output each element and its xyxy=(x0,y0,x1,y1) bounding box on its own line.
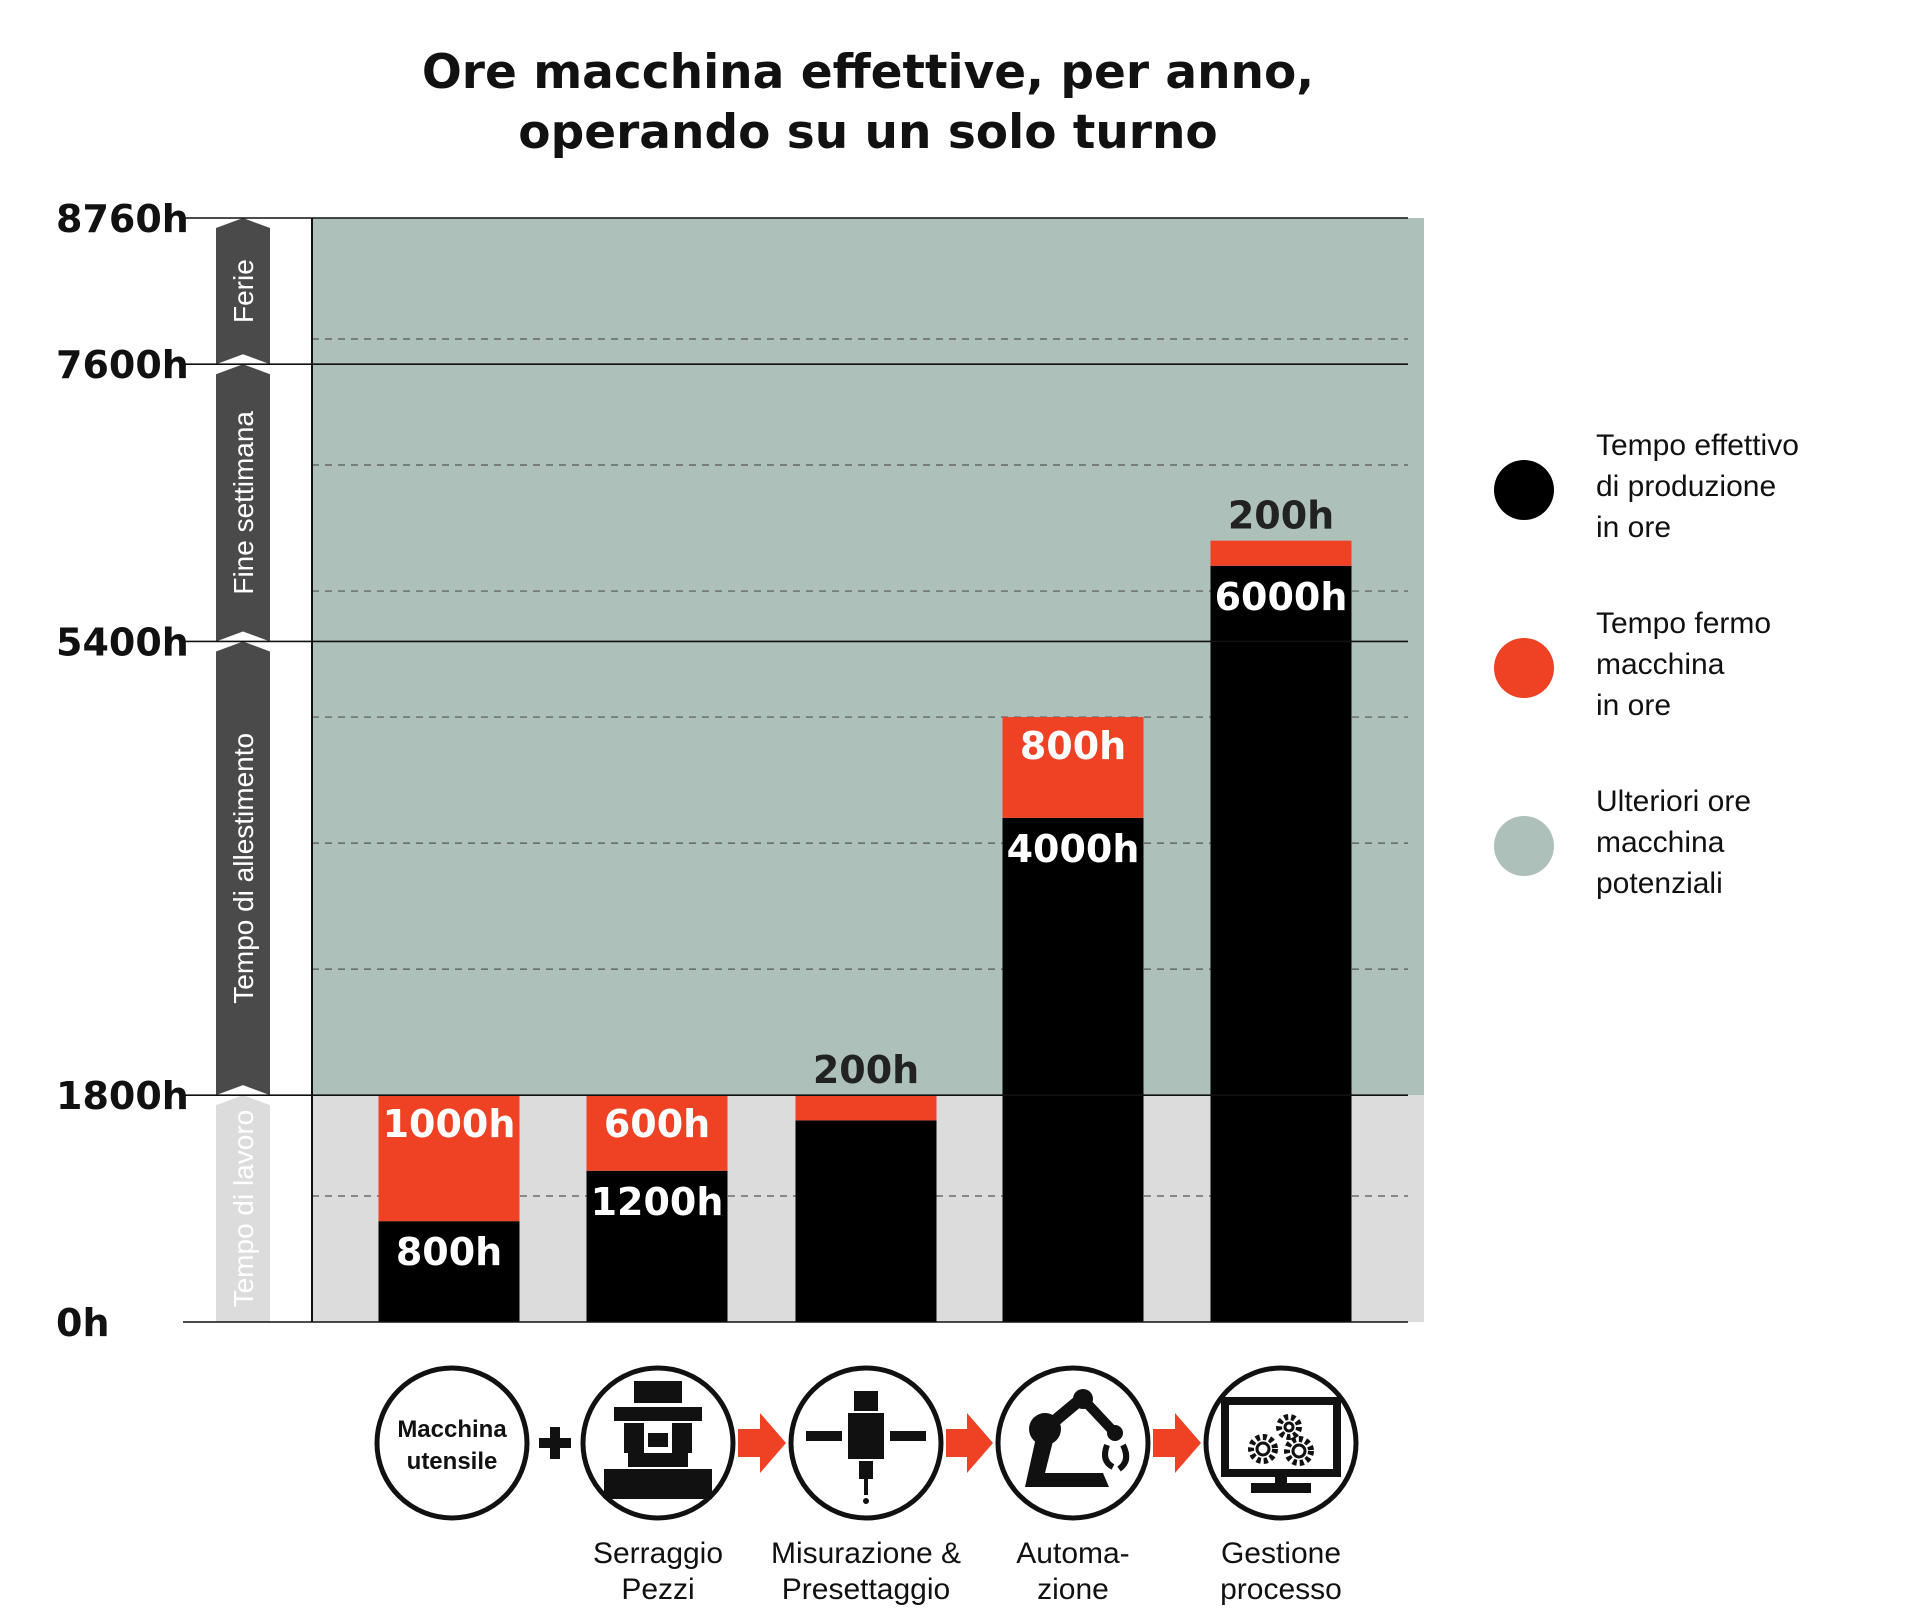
legend-label: in ore xyxy=(1596,511,1671,544)
legend-label: Tempo fermo xyxy=(1596,607,1771,640)
probe-arm-left xyxy=(806,1431,842,1441)
bar-downtime xyxy=(1002,717,1144,818)
robot-joint-3 xyxy=(1107,1425,1123,1441)
measuring-probe-icon xyxy=(806,1391,926,1504)
bar-production xyxy=(795,1120,937,1322)
band-segment xyxy=(216,218,270,365)
bar-downtime xyxy=(378,1095,520,1222)
probe-top xyxy=(854,1391,878,1411)
legend-label: potenziali xyxy=(1596,867,1723,900)
bar-production xyxy=(586,1170,728,1322)
bar-downtime xyxy=(586,1095,728,1171)
vise-jaw-right xyxy=(672,1423,692,1453)
plus-icon-v xyxy=(550,1427,560,1459)
bar-downtime-label: 600h xyxy=(604,1102,710,1146)
band-segment xyxy=(216,364,270,642)
monitor-stand xyxy=(1251,1483,1311,1493)
vise-part xyxy=(648,1433,668,1447)
step-circle xyxy=(374,1365,530,1521)
band-segment xyxy=(216,1095,270,1322)
robot-gripper xyxy=(1102,1443,1130,1472)
step-caption: Pezzi xyxy=(621,1573,694,1606)
bar-production-label: 4000h xyxy=(1007,827,1140,871)
legend-label: macchina xyxy=(1596,826,1725,859)
probe-stem xyxy=(859,1461,873,1479)
band-label: Ferie xyxy=(228,259,259,323)
legend-label: in ore xyxy=(1596,689,1671,722)
step-caption: Gestione xyxy=(1221,1537,1341,1570)
legend-label: Ulteriori ore xyxy=(1596,785,1751,818)
legend-swatch xyxy=(1494,460,1554,520)
gear-hub xyxy=(1291,1443,1307,1459)
y-tick-label: 0h xyxy=(56,1301,110,1345)
y-tick-label: 8760h xyxy=(56,197,189,241)
step-caption: processo xyxy=(1220,1573,1342,1606)
bar-production-label: 800h xyxy=(396,1230,502,1274)
bar-downtime-label: 200h xyxy=(1228,494,1334,538)
legend-label: macchina xyxy=(1596,648,1725,681)
robot-base xyxy=(1025,1433,1109,1487)
bar-downtime-label: 1000h xyxy=(383,1102,516,1146)
probe-point xyxy=(863,1498,869,1504)
bar-production-label: 6000h xyxy=(1215,575,1348,619)
bar-downtime-label: 200h xyxy=(813,1048,919,1092)
gear-hub xyxy=(1283,1421,1295,1433)
bar-downtime-label: 800h xyxy=(1020,724,1126,768)
bar-production xyxy=(1002,817,1144,1322)
probe-body xyxy=(848,1413,884,1459)
band-label: Tempo di lavoro xyxy=(228,1110,259,1308)
arrow-right-icon xyxy=(1153,1413,1201,1473)
band-label: Fine settimana xyxy=(228,411,259,595)
y-tick-label: 5400h xyxy=(56,620,189,664)
step-caption: Misurazione & xyxy=(771,1537,961,1570)
bar-downtime xyxy=(1210,540,1352,566)
arrow-right-icon xyxy=(946,1413,993,1473)
workholding-vise-icon xyxy=(604,1381,712,1499)
step-circle xyxy=(1203,1365,1359,1521)
arrow-right-icon xyxy=(738,1413,786,1473)
bar-downtime xyxy=(795,1095,937,1121)
vise-base xyxy=(604,1469,712,1499)
legend-swatch xyxy=(1494,638,1554,698)
vise-top xyxy=(634,1381,682,1403)
bar-production xyxy=(378,1221,520,1322)
gear-outline xyxy=(1276,1414,1302,1440)
vise-bar xyxy=(614,1407,702,1421)
step-circle xyxy=(995,1365,1151,1521)
monitor-gears-icon xyxy=(1221,1397,1341,1493)
robot-arm-icon xyxy=(1025,1389,1130,1487)
legend-label: Tempo effettivo xyxy=(1596,429,1799,462)
vise-body xyxy=(628,1453,688,1467)
vise-jaw-left xyxy=(624,1423,644,1453)
gear-outline xyxy=(1284,1436,1314,1466)
band-spacer xyxy=(270,218,312,1322)
step-caption: Serraggio xyxy=(593,1537,723,1570)
step-caption: zione xyxy=(1037,1573,1109,1606)
legend-swatch xyxy=(1494,816,1554,876)
step-caption: Automa- xyxy=(1016,1537,1129,1570)
monitor-neck xyxy=(1275,1473,1287,1485)
chart-title-line: Ore macchina effettive, per anno, xyxy=(422,45,1314,100)
band-segment xyxy=(216,641,270,1096)
bar-production xyxy=(1210,565,1352,1322)
machine-tool-text-icon: Macchina utensile xyxy=(397,1416,507,1475)
bar-production-label: 1200h xyxy=(591,1180,724,1224)
gear-outline xyxy=(1248,1434,1278,1464)
machine-tool-label: Macchina xyxy=(397,1416,507,1443)
chart-title-line: operando su un solo turno xyxy=(518,105,1217,160)
band-label: Tempo di allestimento xyxy=(228,733,259,1004)
robot-arm-2 xyxy=(1078,1394,1118,1436)
probe-arm-right xyxy=(890,1431,926,1441)
step-caption: Presettaggio xyxy=(782,1573,950,1606)
y-tick-label: 7600h xyxy=(56,343,189,387)
y-tick-label: 1800h xyxy=(56,1074,189,1118)
legend-label: di produzione xyxy=(1596,470,1776,503)
gear-hub xyxy=(1255,1441,1271,1457)
machine-tool-label: utensile xyxy=(407,1448,498,1475)
